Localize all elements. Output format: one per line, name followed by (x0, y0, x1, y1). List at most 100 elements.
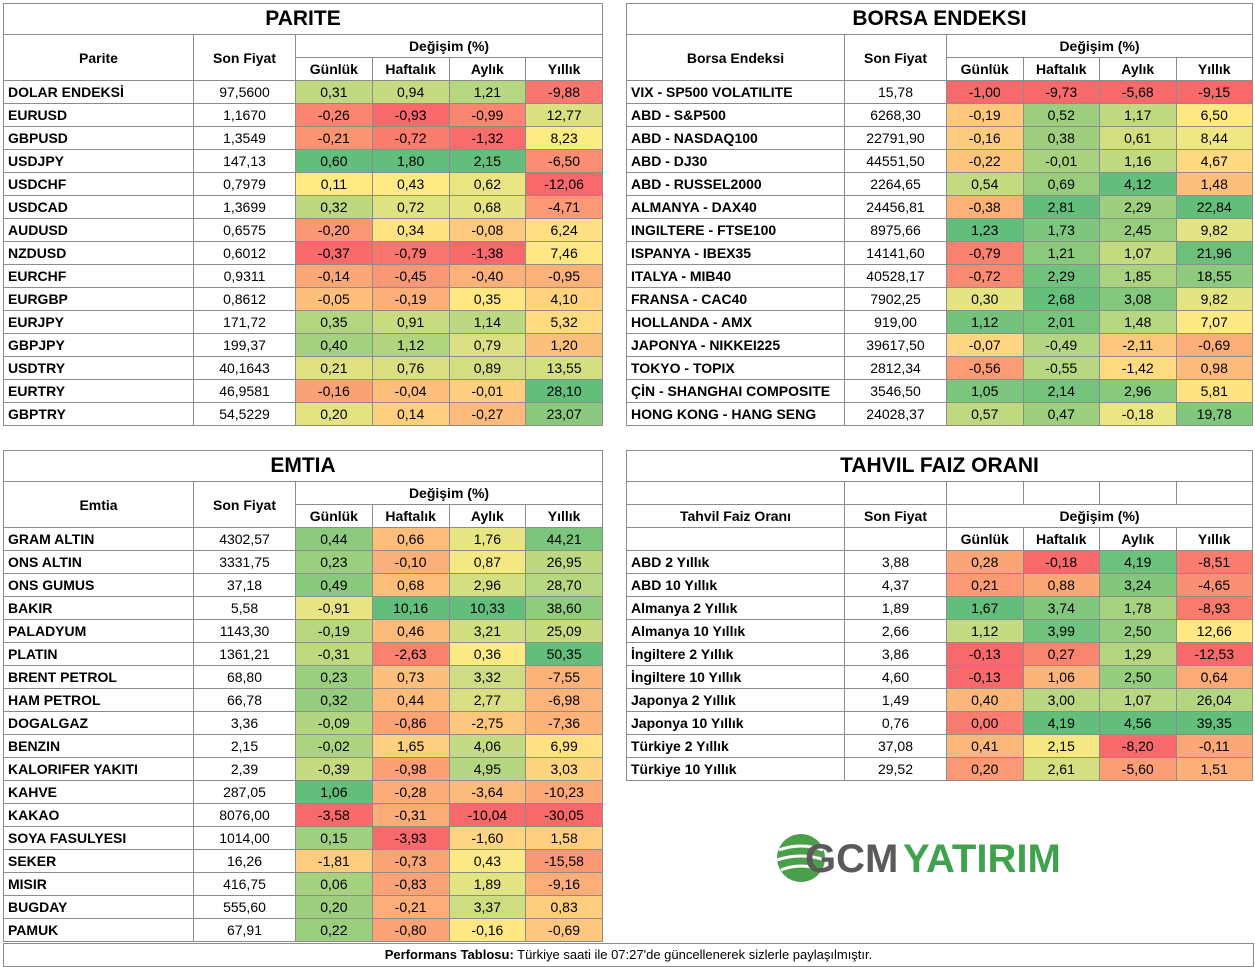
tahvil-price-cell: 37,08 (844, 734, 947, 758)
borsa-price-cell: 15,78 (844, 80, 947, 104)
tahvil-row: İngiltere 2 Yıllık 3,86 -0,13 0,27 1,29 -12,5… (626, 642, 1253, 666)
tahvil-price-cell: 4,60 (844, 665, 947, 689)
emtia-price-cell: 16,26 (193, 849, 296, 873)
tahvil-name-cell: İngiltere 10 Yıllık (626, 665, 845, 689)
emtia-name-cell: DOGALGAZ (3, 711, 194, 735)
parite-change-cell: -0,20 (295, 218, 373, 242)
parite-change-cell: 0,21 (295, 356, 373, 380)
borsa-change-cell: 0,54 (946, 172, 1024, 196)
parite-change-cell: -1,38 (448, 241, 527, 265)
parite-row: EURCHF 0,9311 -0,14 -0,45 -0,40 -0,95 (3, 264, 603, 288)
borsa-row: TOKYO - TOPIX 2812,34 -0,56 -0,55 -1,42 0,98 (626, 356, 1253, 380)
parite-row: AUDUSD 0,6575 -0,20 0,34 -0,08 6,24 (3, 218, 603, 242)
emtia-name-cell: BAKIR (3, 596, 194, 620)
borsa-change-cell: 18,55 (1175, 264, 1253, 288)
borsa-change-cell: 2,81 (1022, 195, 1100, 219)
parite-name-cell: DOLAR ENDEKSİ (3, 80, 194, 104)
tahvil-blank-cell (626, 527, 845, 551)
emtia-change-cell: 50,35 (525, 642, 603, 666)
parite-change-cell: -0,08 (448, 218, 527, 242)
borsa-change-cell: 0,30 (946, 287, 1024, 311)
borsa-change-cell: 1,05 (946, 379, 1024, 403)
emtia-name-header: Emtia (3, 481, 194, 528)
emtia-change-cell: 10,33 (448, 596, 527, 620)
parite-change-cell: -0,14 (295, 264, 373, 288)
emtia-row: BRENT PETROL 68,80 0,23 0,73 3,32 -7,55 (3, 665, 603, 689)
parite-change-cell: -0,99 (448, 103, 527, 127)
borsa-change-cell: 1,48 (1099, 310, 1177, 334)
borsa-price-cell: 14141,60 (844, 241, 947, 265)
borsa-row: FRANSA - CAC40 7902,25 0,30 2,68 3,08 9,82 (626, 287, 1253, 311)
emtia-price-cell: 1361,21 (193, 642, 296, 666)
emtia-change-cell: 0,36 (448, 642, 527, 666)
parite-name-cell: EURUSD (3, 103, 194, 127)
emtia-change-cell: 10,16 (371, 596, 450, 620)
borsa-yearly-header: Yıllık (1175, 57, 1253, 81)
emtia-price-cell: 66,78 (193, 688, 296, 712)
tahvil-change-cell: -0,13 (946, 665, 1024, 689)
parite-change-cell: 1,20 (525, 333, 603, 357)
parite-change-cell: 5,32 (525, 310, 603, 334)
emtia-price-cell: 3331,75 (193, 550, 296, 574)
parite-price-cell: 1,3549 (193, 126, 296, 150)
borsa-change-cell: 9,82 (1175, 218, 1253, 242)
borsa-name-cell: TOKYO - TOPIX (626, 356, 845, 380)
parite-row: EURJPY 171,72 0,35 0,91 1,14 5,32 (3, 310, 603, 334)
parite-yearly-header: Yıllık (525, 57, 603, 81)
borsa-change-cell: -0,22 (946, 149, 1024, 173)
parite-name-cell: EURTRY (3, 379, 194, 403)
borsa-name-cell: INGILTERE - FTSE100 (626, 218, 845, 242)
tahvil-change-cell: 1,07 (1099, 688, 1177, 712)
borsa-row: ABD - S&P500 6268,30 -0,19 0,52 1,17 6,50 (626, 103, 1253, 127)
tahvil-change-cell: 0,27 (1022, 642, 1100, 666)
borsa-monthly-header: Aylık (1099, 57, 1177, 81)
parite-change-cell: -0,26 (295, 103, 373, 127)
emtia-price-cell: 555,60 (193, 895, 296, 919)
tahvil-change-cell: 39,35 (1175, 711, 1253, 735)
emtia-price-cell: 1143,30 (193, 619, 296, 643)
borsa-name-cell: ALMANYA - DAX40 (626, 195, 845, 219)
tahvil-price-cell: 29,52 (844, 757, 947, 781)
emtia-change-cell: -3,64 (448, 780, 527, 804)
tahvil-blank-cell (1022, 481, 1100, 505)
emtia-change-cell: 0,83 (525, 895, 603, 919)
parite-change-cell: 28,10 (525, 379, 603, 403)
borsa-change-cell: 2,29 (1099, 195, 1177, 219)
emtia-price-cell: 3,36 (193, 711, 296, 735)
emtia-change-cell: 0,44 (295, 527, 373, 551)
parite-change-cell: -4,71 (525, 195, 603, 219)
borsa-change-cell: -0,01 (1022, 149, 1100, 173)
tahvil-name-cell: İngiltere 2 Yıllık (626, 642, 845, 666)
tahvil-change-cell: 12,66 (1175, 619, 1253, 643)
emtia-change-cell: -0,28 (371, 780, 450, 804)
borsa-price-cell: 2264,65 (844, 172, 947, 196)
borsa-price-cell: 24456,81 (844, 195, 947, 219)
borsa-price-cell: 44551,50 (844, 149, 947, 173)
emtia-change-cell: 1,89 (448, 872, 527, 896)
borsa-change-cell: -5,68 (1099, 80, 1177, 104)
tahvil-change-cell: -12,53 (1175, 642, 1253, 666)
tahvil-blank-cell (844, 527, 947, 551)
tahvil-change-cell: 26,04 (1175, 688, 1253, 712)
borsa-change-cell: 19,78 (1175, 402, 1253, 426)
emtia-change-cell: -0,31 (295, 642, 373, 666)
borsa-row: ABD - RUSSEL2000 2264,65 0,54 0,69 4,12 1,48 (626, 172, 1253, 196)
tahvil-price-cell: 4,37 (844, 573, 947, 597)
tahvil-table: Tahvil Faiz Oranı Son Fiyat Değişim (%) … (626, 481, 1253, 781)
parite-row: USDTRY 40,1643 0,21 0,76 0,89 13,55 (3, 356, 603, 380)
tahvil-change-cell: 4,19 (1022, 711, 1100, 735)
emtia-row: KAKAO 8076,00 -3,58 -0,31 -10,04 -30,05 (3, 803, 603, 827)
parite-change-cell: -0,45 (371, 264, 450, 288)
tahvil-change-cell: 1,67 (946, 596, 1024, 620)
parite-price-cell: 46,9581 (193, 379, 296, 403)
emtia-change-cell: 3,03 (525, 757, 603, 781)
borsa-change-cell: 1,21 (1022, 241, 1100, 265)
parite-change-cell: -0,37 (295, 241, 373, 265)
borsa-price-cell: 39617,50 (844, 333, 947, 357)
parite-change-cell: 6,24 (525, 218, 603, 242)
borsa-name-cell: ITALYA - MIB40 (626, 264, 845, 288)
tahvil-change-cell: -8,20 (1099, 734, 1177, 758)
borsa-change-cell: 1,16 (1099, 149, 1177, 173)
emtia-row: BUGDAY 555,60 0,20 -0,21 3,37 0,83 (3, 895, 603, 919)
emtia-row: DOGALGAZ 3,36 -0,09 -0,86 -2,75 -7,36 (3, 711, 603, 735)
